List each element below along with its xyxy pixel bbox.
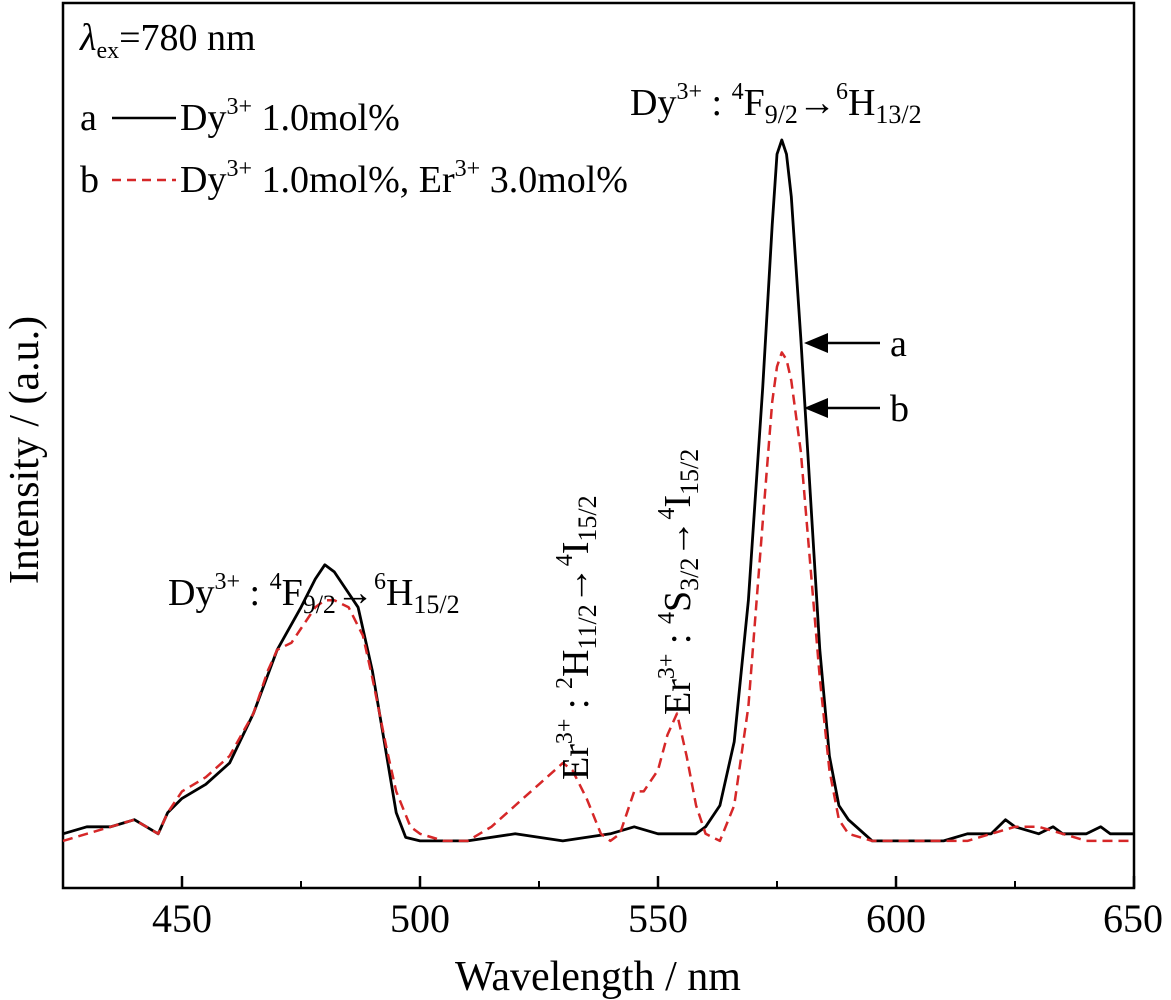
annotation-er-s32-peak: Er3+ : 4S3/2→4I15/2	[654, 449, 704, 715]
x-tick-label-600: 600	[866, 896, 926, 941]
plot-frame	[61, 1, 1136, 890]
series-line-b	[62, 351, 1134, 843]
arrowhead-b	[804, 398, 828, 418]
excitation-value: =780 nm	[119, 17, 256, 59]
series-layer	[62, 138, 1134, 843]
x-tick-label-500: 500	[390, 896, 450, 941]
y-axis-title: Intensity / (a.u.)	[2, 316, 48, 584]
x-axis-ticks: 450 500 550 600 650	[62, 876, 1163, 941]
series-line-a	[62, 138, 1134, 843]
annotation-dy-blue-peak: Dy3+ : 4F9/2→6H15/2	[168, 569, 460, 619]
x-tick-label-550: 550	[628, 896, 688, 941]
excitation-symbol: λ	[79, 17, 96, 59]
arrow-a: a	[804, 323, 907, 365]
arrowhead-a	[804, 333, 828, 353]
arrow-b-label: b	[890, 388, 909, 430]
excitation-subscript: ex	[96, 38, 119, 64]
legend-label-a: Dy3+ 1.0mol%	[180, 94, 400, 139]
excitation-label: λex=780 nm	[79, 17, 256, 64]
x-axis-title: Wavelength / nm	[455, 954, 741, 1000]
x-tick-label-450: 450	[152, 896, 212, 941]
legend-key-a: a	[80, 97, 97, 139]
legend-key-b: b	[80, 159, 99, 201]
x-tick-label-650: 650	[1103, 896, 1163, 941]
legend-label-b: Dy3+ 1.0mol%, Er3+ 3.0mol%	[180, 156, 628, 201]
arrow-b: b	[804, 388, 909, 430]
legend: a Dy3+ 1.0mol% b Dy3+ 1.0mol%, Er3+ 3.0m…	[80, 94, 628, 201]
arrow-a-label: a	[890, 323, 907, 365]
annotation-dy-main-peak: Dy3+ : 4F9/2→6H13/2	[630, 79, 922, 129]
annotation-er-h11-peak: Er3+ : 2H11/2→4I15/2	[552, 495, 602, 780]
